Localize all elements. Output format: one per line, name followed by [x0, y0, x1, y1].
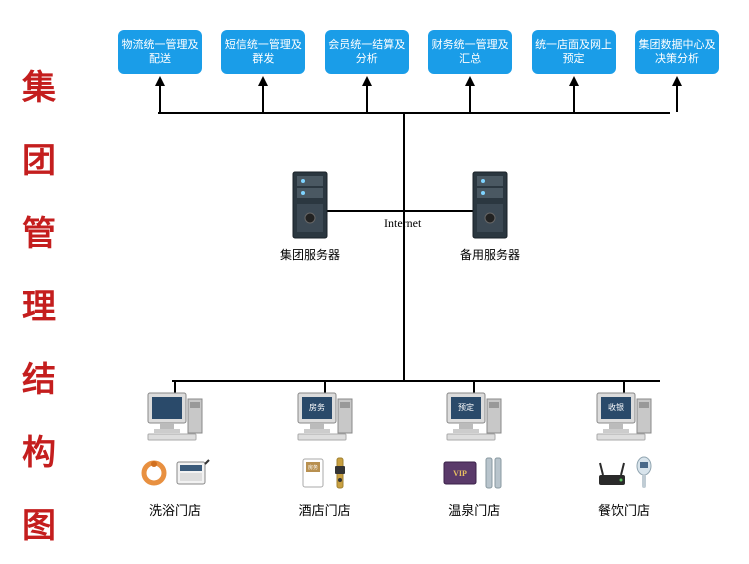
computer-icon: 预定	[445, 391, 503, 446]
server-primary: 集团服务器	[280, 170, 340, 263]
store-restaurant: 收银 餐饮门店	[559, 391, 689, 519]
module-box: 会员统一结算及分析	[325, 30, 409, 74]
computer-icon: 房务	[296, 391, 354, 446]
computer-icon: 收银	[595, 391, 653, 446]
handheld-icon	[635, 456, 653, 490]
peripherals: 房务	[301, 454, 349, 492]
store-row: 洗浴门店 房务 房务	[110, 391, 689, 519]
title: 集 团 管 理 结 构 图	[22, 60, 56, 547]
connector-line	[573, 86, 575, 112]
connector-line	[159, 86, 161, 112]
peripherals	[139, 454, 211, 492]
peripherals	[595, 454, 653, 492]
title-char: 构	[22, 425, 56, 474]
store-label: 洗浴门店	[149, 500, 201, 519]
svg-text:房务: 房务	[308, 464, 318, 471]
store-label: 餐饮门店	[598, 500, 650, 519]
computer-icon	[146, 391, 204, 446]
module-row: 物流统一管理及配送 短信统一管理及群发 会员统一结算及分析 财务统一管理及汇总 …	[118, 30, 719, 74]
title-char: 团	[22, 133, 56, 182]
title-char: 图	[22, 498, 56, 547]
keycard-icon: 房务	[301, 457, 325, 489]
title-char: 集	[22, 60, 56, 109]
store-hotel: 房务 房务 酒店门店	[260, 391, 390, 519]
svg-text:收银: 收银	[608, 402, 624, 412]
module-box: 集团数据中心及决策分析	[635, 30, 719, 74]
store-bath: 洗浴门店	[110, 391, 240, 519]
server-row: 集团服务器 备用服务器	[280, 170, 520, 263]
module-box: 统一店面及网上预定	[532, 30, 616, 74]
server-tower-icon	[289, 170, 331, 242]
vip-card-icon: VIP	[443, 461, 477, 485]
connector-line	[676, 86, 678, 112]
svg-text:房务: 房务	[309, 402, 325, 412]
peripherals: VIP	[443, 454, 505, 492]
wifi-router-icon	[595, 459, 629, 487]
arrow-up-icon	[465, 76, 475, 86]
svg-text:VIP: VIP	[453, 469, 467, 478]
server-tower-icon	[469, 170, 511, 242]
arrow-up-icon	[569, 76, 579, 86]
store-label: 温泉门店	[448, 500, 500, 519]
module-box: 短信统一管理及群发	[221, 30, 305, 74]
connector-line	[366, 86, 368, 112]
pos-terminal-icon	[175, 458, 211, 488]
store-label: 酒店门店	[299, 500, 351, 519]
server-label: 集团服务器	[280, 246, 340, 263]
arrow-up-icon	[155, 76, 165, 86]
connector-line	[469, 86, 471, 112]
top-bus-line	[158, 112, 670, 114]
title-char: 管	[22, 206, 56, 255]
connector-line	[262, 86, 264, 112]
arrow-up-icon	[672, 76, 682, 86]
svg-text:预定: 预定	[458, 402, 474, 412]
module-box: 财务统一管理及汇总	[428, 30, 512, 74]
wristband-icon	[139, 458, 169, 488]
bottom-bus-line	[172, 380, 660, 382]
arrow-up-icon	[362, 76, 372, 86]
door-lock-icon	[331, 456, 349, 490]
arrow-up-icon	[258, 76, 268, 86]
title-char: 理	[22, 279, 56, 328]
module-box: 物流统一管理及配送	[118, 30, 202, 74]
turnstile-icon	[483, 456, 505, 490]
server-backup: 备用服务器	[460, 170, 520, 263]
server-label: 备用服务器	[460, 246, 520, 263]
store-spa: 预定 VIP 温泉门店	[409, 391, 539, 519]
title-char: 结	[22, 352, 56, 401]
